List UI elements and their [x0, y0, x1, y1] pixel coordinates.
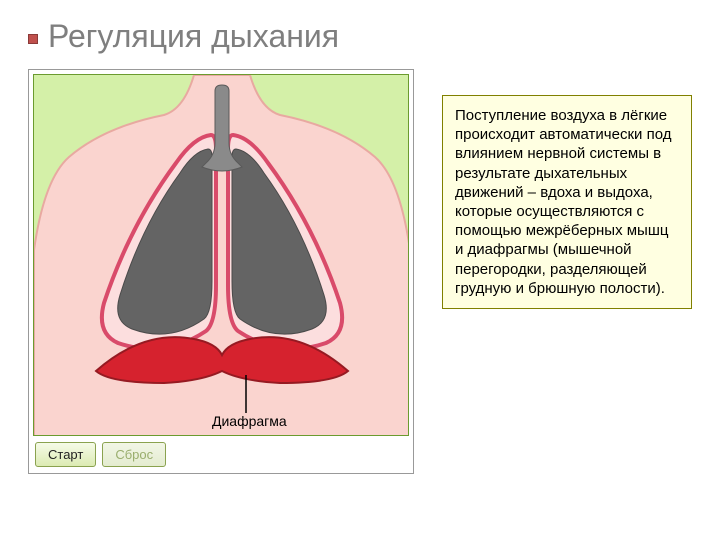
start-button[interactable]: Старт — [35, 442, 96, 467]
applet-frame: Диафрагма Старт Сброс — [28, 69, 414, 474]
slide: Регуляция дыхания — [0, 0, 720, 540]
title-text: Регуляция дыхания — [48, 18, 339, 54]
applet-canvas: Диафрагма — [33, 74, 409, 436]
anatomy-diagram — [34, 75, 409, 436]
info-text: Поступление воздуха в лёгкие происходит … — [455, 107, 671, 297]
content-row: Диафрагма Старт Сброс Поступление воздух… — [28, 69, 692, 474]
reset-button[interactable]: Сброс — [102, 442, 166, 467]
diaphragm-label: Диафрагма — [212, 413, 287, 429]
button-bar: Старт Сброс — [33, 436, 409, 469]
info-box: Поступление воздуха в лёгкие происходит … — [442, 95, 692, 309]
page-title: Регуляция дыхания — [28, 18, 692, 55]
title-bullet-icon — [28, 34, 38, 44]
